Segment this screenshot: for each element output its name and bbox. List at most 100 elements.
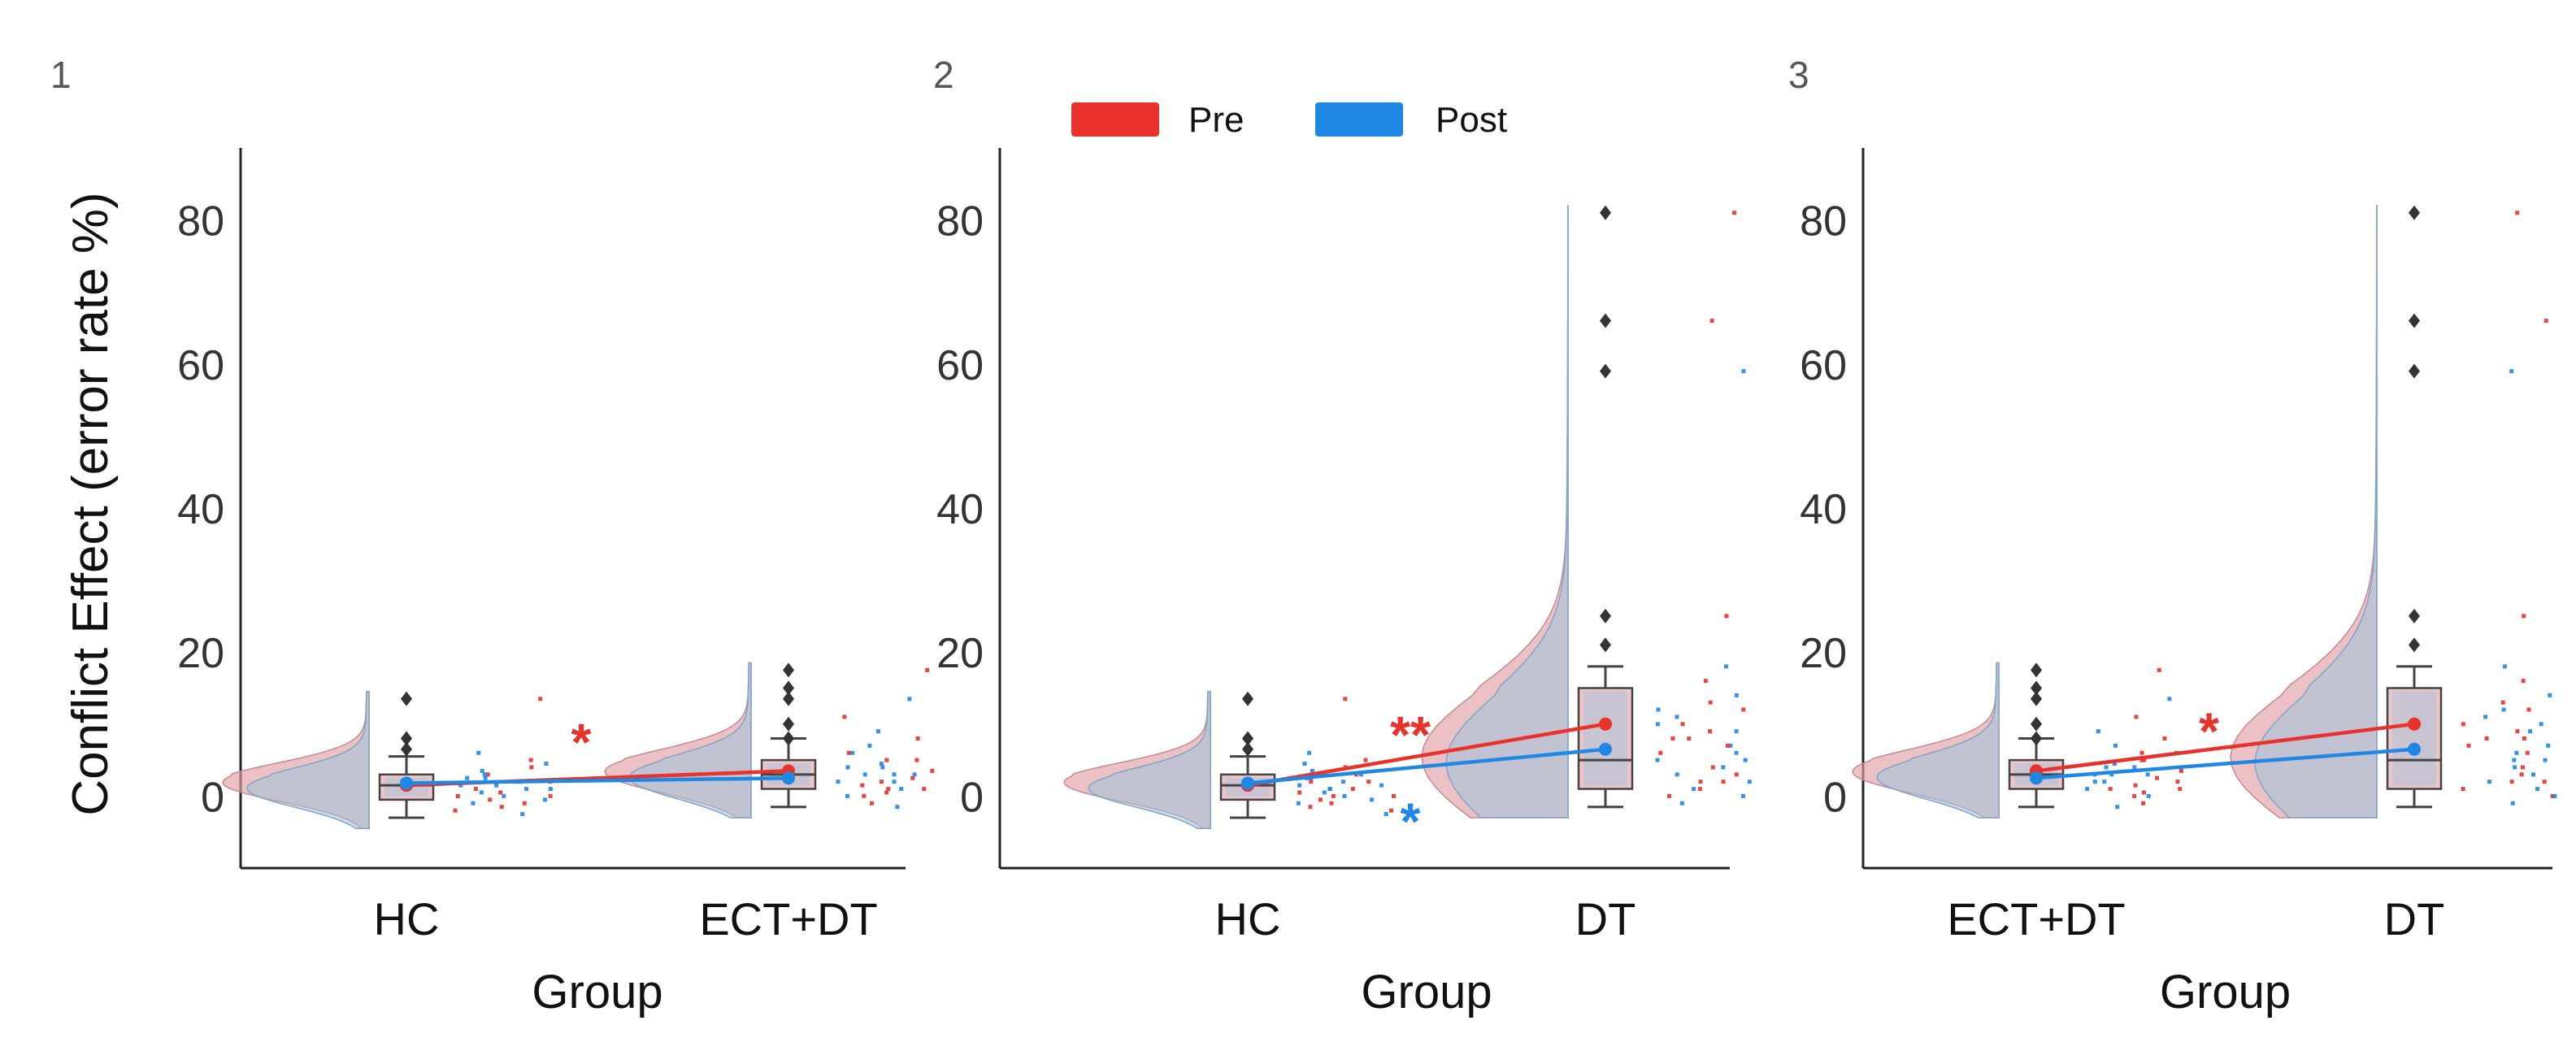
rain-point: [892, 780, 897, 784]
x-category-label: ECT+DT: [699, 893, 877, 945]
rain-point: [2133, 783, 2138, 788]
violin-post: [1445, 205, 1569, 819]
outlier-point: [2409, 637, 2420, 653]
rain-point: [542, 797, 547, 802]
rain-point: [520, 812, 525, 817]
y-tick-label: 0: [201, 774, 224, 821]
rain-point: [2543, 758, 2548, 762]
outlier-point: [1600, 363, 1611, 379]
rain-point: [1670, 736, 1675, 741]
rain-point: [1366, 780, 1371, 784]
rain-point: [2515, 211, 2520, 215]
rain-point: [875, 729, 880, 734]
rain-point: [1307, 750, 1312, 755]
rain-point: [2531, 772, 2536, 777]
rain-point: [2141, 801, 2146, 806]
rain-point: [2132, 793, 2137, 798]
rain-point: [2162, 736, 2167, 741]
rain-point: [2514, 750, 2519, 755]
rain-point: [862, 772, 867, 777]
group-dt: [1421, 205, 1752, 819]
box-post-fill: [1583, 691, 1627, 786]
box: [1577, 687, 1634, 790]
mean-line-pre: [1247, 722, 1606, 788]
rain-point: [455, 793, 460, 798]
rain-point: [2146, 793, 2151, 798]
rain-point: [2519, 772, 2524, 777]
rain-point: [1734, 693, 1739, 697]
rain-point: [2525, 750, 2530, 755]
legend-swatch-post: [1315, 102, 1403, 137]
outlier-point: [1600, 313, 1611, 328]
x-category-label: ECT+DT: [1947, 893, 2125, 945]
rain-point: [2552, 793, 2557, 798]
y-tick-label: 0: [960, 774, 984, 821]
rain-point: [488, 797, 493, 802]
rain-point: [1358, 772, 1363, 777]
outlier-point: [1600, 637, 1611, 653]
rain-point: [2112, 762, 2117, 767]
rain-point: [522, 801, 527, 806]
y-tick-label: 40: [1800, 486, 1847, 533]
legend-swatch-pre: [1071, 102, 1159, 137]
outlier-point: [2031, 731, 2042, 746]
rain-point: [2500, 700, 2505, 705]
rain-point: [899, 787, 904, 792]
rain-point: [1703, 679, 1708, 684]
rain-point: [879, 780, 884, 784]
rain-point: [907, 697, 912, 701]
rain-point: [1728, 743, 1733, 748]
rain-point: [912, 772, 917, 777]
panel-number: 1: [50, 54, 72, 96]
rain-point: [2520, 765, 2525, 770]
legend-label-pre: Pre: [1188, 100, 1244, 140]
y-tick-label: 80: [177, 198, 224, 245]
y-tick-label: 0: [1823, 774, 1847, 821]
y-tick-label: 20: [936, 630, 984, 677]
rain-point: [2542, 780, 2547, 784]
rain-point: [2142, 758, 2147, 762]
y-tick-label: 60: [936, 342, 984, 389]
rain-point: [2139, 758, 2144, 762]
y-tick-label: 80: [1800, 198, 1847, 245]
rain-point: [1721, 780, 1726, 784]
rain-point: [884, 790, 889, 795]
rain-point: [1698, 780, 1703, 784]
mean-line-post: [2035, 747, 2415, 780]
rain-point: [880, 765, 885, 770]
rain-point: [879, 762, 884, 767]
outlier-point: [1600, 205, 1611, 220]
outlier-point: [1242, 741, 1253, 757]
rain-point: [2543, 319, 2548, 324]
rain-point: [1747, 780, 1752, 784]
outlier-point: [401, 731, 412, 746]
outlier-point: [401, 691, 412, 706]
group-hc: [1063, 691, 1396, 830]
outlier-point: [2409, 363, 2420, 379]
panel-1: 1 0 20 40 60 80 HC ECT+DT * Group: [50, 54, 935, 1018]
rain-point: [862, 793, 867, 798]
rain-point: [2502, 664, 2507, 669]
rain-point: [1667, 793, 1672, 798]
rain-point: [1675, 772, 1679, 777]
outlier-point: [783, 731, 794, 746]
rain-point: [1687, 736, 1692, 741]
rain-point: [1297, 783, 1302, 788]
rain-point: [2546, 743, 2551, 748]
rain-point: [2104, 765, 2109, 770]
rain-point: [458, 783, 463, 788]
y-tick-label: 40: [177, 486, 224, 533]
rain-point: [2167, 697, 2172, 701]
rain-point: [845, 793, 850, 798]
rain-point: [2526, 707, 2531, 712]
rain-point: [494, 783, 499, 788]
box-post-fill: [2392, 691, 2436, 786]
rain-point: [1327, 787, 1332, 792]
rain-point: [922, 787, 927, 792]
rain-point: [1734, 772, 1739, 777]
violin-post: [2254, 205, 2378, 819]
rain-point: [2550, 793, 2555, 798]
rain-point: [465, 775, 470, 780]
rain-point: [473, 787, 478, 792]
